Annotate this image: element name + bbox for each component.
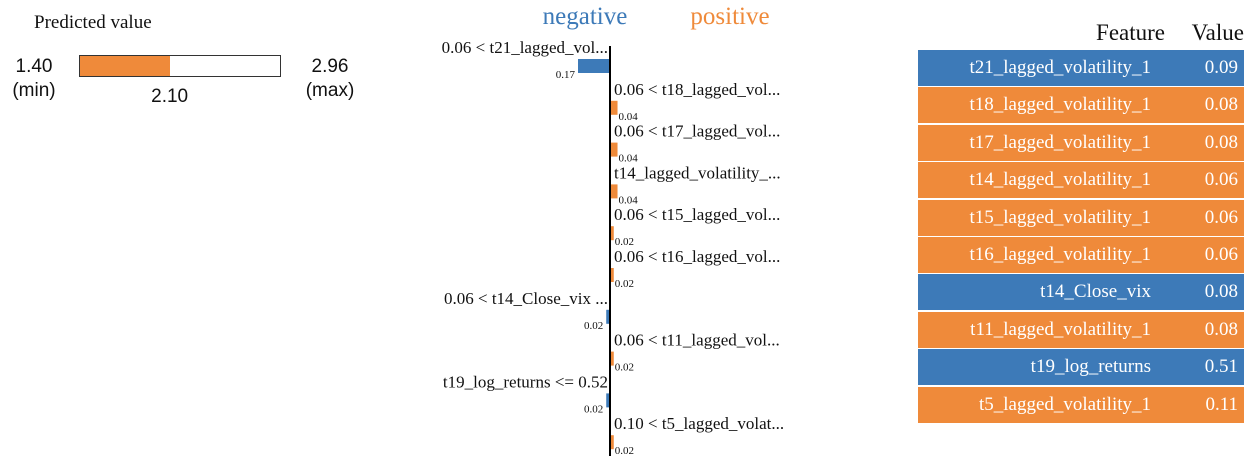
- table-cell-value: 0.06: [1159, 199, 1244, 236]
- table-row: t5_lagged_volatility_1 0.11: [918, 386, 1244, 423]
- bar-label: 0.06 < t18_lagged_vol...: [614, 80, 780, 99]
- contribution-bar: [610, 100, 618, 115]
- contribution-bar: [610, 226, 614, 241]
- bar-label: 0.06 < t17_lagged_vol...: [614, 122, 780, 141]
- table-row: t15_lagged_volatility_1 0.06: [918, 199, 1244, 236]
- contribution-bar: [610, 268, 614, 282]
- prediction-min-value: 1.40: [15, 56, 53, 77]
- bar-value-label: 0.02: [584, 403, 603, 415]
- bar-value-label: 0.04: [619, 153, 639, 165]
- table-cell-feature: t5_lagged_volatility_1: [918, 386, 1159, 423]
- prediction-bar-fill: [80, 56, 170, 76]
- bar-value-label: 0.02: [615, 362, 634, 374]
- bar-value-label: 0.04: [619, 194, 639, 206]
- table-cell-feature: t21_lagged_volatility_1: [918, 50, 1159, 86]
- bar-label: t14_lagged_volatility_...: [614, 163, 781, 182]
- table-row: t18_lagged_volatility_1 0.08: [918, 87, 1244, 124]
- prediction-title: Predicted value: [34, 12, 152, 33]
- table-row: t14_Close_vix 0.08: [918, 274, 1244, 311]
- bar-label: 0.10 < t5_lagged_volat...: [614, 414, 784, 433]
- prediction-bar: [79, 55, 281, 77]
- table-cell-value: 0.08: [1159, 274, 1244, 311]
- table-cell-value: 0.06: [1159, 162, 1244, 199]
- table-cell-feature: t17_lagged_volatility_1: [918, 124, 1159, 161]
- table-cell-value: 0.06: [1159, 237, 1244, 273]
- table-cell-feature: t14_Close_vix: [918, 274, 1159, 311]
- table-cell-feature: t18_lagged_volatility_1: [918, 87, 1159, 124]
- prediction-max-caption: (max): [305, 80, 355, 101]
- table-row: t17_lagged_volatility_1 0.08: [918, 124, 1244, 161]
- table-header-feature: Feature: [1096, 20, 1165, 45]
- contribution-bar: [610, 142, 618, 157]
- table-cell-value: 0.08: [1159, 87, 1244, 124]
- bar-label: 0.06 < t14_Close_vix ...: [444, 289, 608, 308]
- contribution-chart: negative positive 0.06 < t21_lagged_vol.…: [442, 3, 784, 456]
- bar-label: 0.06 < t11_lagged_vol...: [614, 331, 780, 350]
- bar-value-label: 0.02: [615, 445, 634, 456]
- bar-value-label: 0.17: [556, 69, 576, 81]
- contribution-bar: [606, 309, 610, 324]
- bar-label: 0.06 < t15_lagged_vol...: [614, 205, 780, 224]
- contribution-bar: [610, 184, 618, 199]
- prediction-max: 2.96 (max): [305, 55, 355, 103]
- bar-label: 0.06 < t16_lagged_vol...: [614, 247, 780, 266]
- prediction-min: 1.40 (min): [12, 55, 56, 103]
- contribution-bar: [578, 59, 610, 73]
- table-cell-value: 0.11: [1159, 386, 1244, 423]
- prediction-max-value: 2.96: [311, 56, 349, 77]
- legend-positive: positive: [690, 3, 769, 30]
- table-cell-value: 0.51: [1159, 349, 1244, 386]
- bar-label: t19_log_returns <= 0.52: [443, 372, 608, 391]
- table-row: t21_lagged_volatility_1 0.09: [918, 50, 1244, 86]
- table-cell-feature: t19_log_returns: [918, 349, 1159, 386]
- contribution-bar: [610, 351, 614, 366]
- bar-label: 0.06 < t21_lagged_vol...: [442, 38, 608, 57]
- table-cell-feature: t16_lagged_volatility_1: [918, 237, 1159, 273]
- legend-negative: negative: [543, 3, 628, 30]
- table-cell-value: 0.08: [1159, 311, 1244, 348]
- contribution-bar: [610, 435, 614, 450]
- prediction-min-caption: (min): [12, 80, 56, 101]
- table-row: t19_log_returns 0.51: [918, 349, 1244, 386]
- table-cell-value: 0.09: [1159, 50, 1244, 86]
- table-cell-feature: t11_lagged_volatility_1: [918, 311, 1159, 348]
- bar-value-label: 0.02: [584, 320, 603, 332]
- contribution-bar: [606, 393, 610, 408]
- table-row: t16_lagged_volatility_1 0.06: [918, 237, 1244, 273]
- table-row: t11_lagged_volatility_1 0.08: [918, 311, 1244, 348]
- table-cell-feature: t14_lagged_volatility_1: [918, 162, 1159, 199]
- bar-value-label: 0.04: [619, 111, 639, 123]
- prediction-value: 2.10: [151, 86, 189, 107]
- table-cell-feature: t15_lagged_volatility_1: [918, 199, 1159, 236]
- bar-value-label: 0.02: [615, 278, 634, 290]
- table-row: t14_lagged_volatility_1 0.06: [918, 162, 1244, 199]
- bar-value-label: 0.02: [615, 236, 634, 248]
- table-cell-value: 0.08: [1159, 124, 1244, 161]
- table-header-value: Value: [1191, 20, 1244, 45]
